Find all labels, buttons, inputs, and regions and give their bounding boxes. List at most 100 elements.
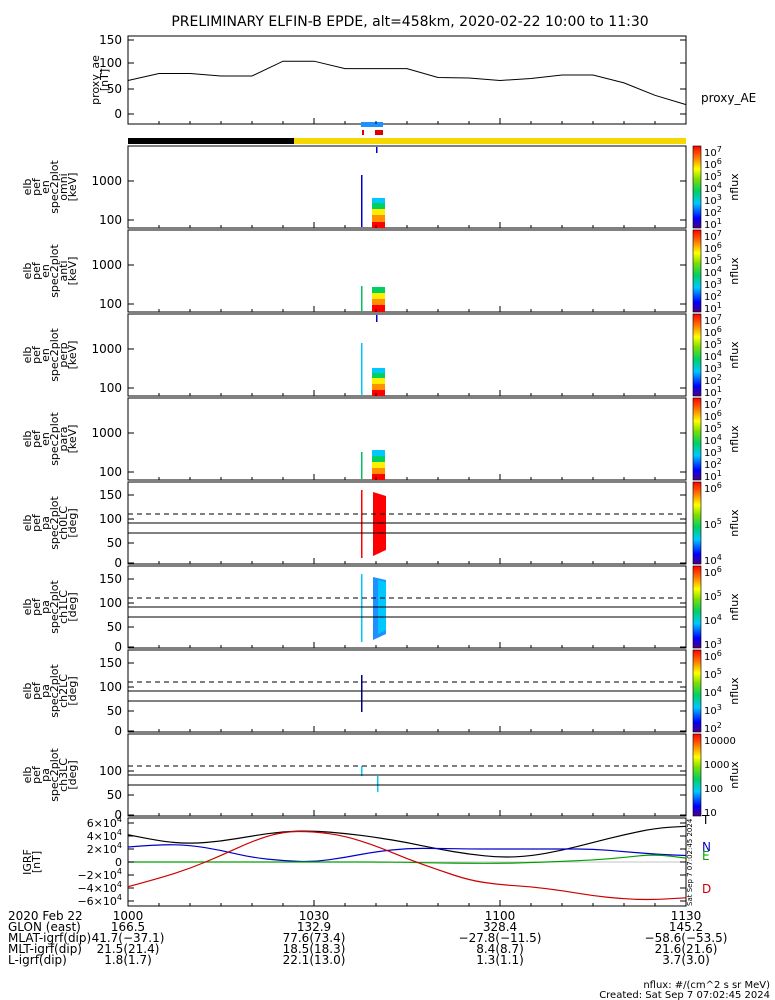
y-tick-label: 100	[99, 680, 122, 694]
colorbar-tick-label: 107	[704, 229, 722, 243]
y-tick-label: 150	[99, 656, 122, 670]
y-tick-label: 100	[99, 297, 122, 311]
y-label-line: elb	[21, 515, 34, 532]
x-tick-label: 1130	[671, 909, 702, 923]
x-row-value: 77.6(73.4)	[283, 931, 346, 945]
colorbar-tick-label: 102	[704, 457, 722, 471]
y-label-line: proxy_ae	[89, 55, 102, 105]
y-tick-label: 0	[114, 107, 122, 121]
omni-band-green	[372, 203, 385, 209]
y-tick-label: 150	[99, 488, 122, 502]
ch2lc-panel	[127, 649, 702, 733]
y-label-line: spec2plot	[48, 412, 61, 466]
anti-frame	[127, 229, 687, 313]
data-marker-red	[375, 130, 383, 135]
y-label-line: spec2plot	[48, 496, 61, 550]
anti-band-orange	[372, 299, 385, 305]
y-label-line: pa	[39, 768, 52, 782]
y-tick-label: 150	[99, 572, 122, 586]
proxy-ae-line	[127, 60, 687, 106]
colorbar-tick-label: 103	[704, 193, 722, 207]
proxy-ae-legend: proxy_AE	[701, 91, 756, 105]
ch1lc-trace-a	[361, 574, 363, 642]
colorbar-tick-label: 104	[704, 265, 722, 279]
anti-band-green	[372, 287, 385, 293]
anti-panel	[127, 229, 702, 313]
para-panel	[127, 397, 702, 481]
colorbar-label: nflux	[728, 341, 741, 369]
para-band-yellow	[372, 462, 385, 468]
colorbar-label: nflux	[728, 425, 741, 453]
x-row-value: 21.5(21.4)	[97, 942, 160, 956]
plot-title: PRELIMINARY ELFIN-B EPDE, alt=458km, 202…	[171, 14, 648, 30]
omni-colorbar	[692, 145, 702, 229]
colorbar-tick-label: 101	[704, 217, 722, 231]
y-tick-label: 100	[99, 381, 122, 395]
y-label-line: spec2plot	[48, 664, 61, 718]
x-row-value: −27.8(−11.5)	[459, 931, 542, 945]
x-tick-label: 1000	[113, 909, 144, 923]
ch0lc-colorbar	[692, 481, 702, 565]
colorbar-tick-label: 106	[704, 325, 722, 339]
colorbar-tick-label: 106	[704, 565, 722, 579]
colorbar-tick-label: 101	[704, 385, 722, 399]
para-trace-a	[361, 452, 363, 479]
y-tick-label: 0	[114, 724, 122, 738]
x-row-label: MLT-igrf(dip)	[8, 942, 82, 956]
night-segment	[128, 138, 294, 144]
ch0lc-block	[373, 492, 386, 556]
x-row-value: 166.5	[111, 920, 145, 934]
footer-created: Created: Sat Sep 7 07:02:45 2024	[599, 990, 770, 1000]
x-row-value: −58.6(−53.5)	[645, 931, 728, 945]
colorbar-tick-label: 102	[704, 721, 722, 735]
y-label-line: ch2LC	[57, 674, 70, 708]
igrf-legend-E: E	[702, 849, 710, 863]
omni-trace-a	[361, 175, 363, 227]
y-tick-label: 2×104	[87, 841, 122, 856]
para-band-cyan	[372, 450, 385, 456]
colorbar-tick-label: 102	[704, 289, 722, 303]
y-label-line: spec2plot	[48, 748, 61, 802]
footer-units: nflux: #/(cm^2 s sr MeV)	[643, 980, 770, 991]
y-tick-label: 100	[99, 512, 122, 526]
x-row-value: 8.4(8.7)	[476, 942, 524, 956]
x-row-label: GLON (east)	[8, 920, 81, 934]
y-tick-label: 6×104	[87, 815, 122, 830]
y-label-line: [deg]	[66, 508, 79, 537]
igrf-series-E	[128, 854, 687, 864]
y-label-line: elb	[21, 263, 34, 280]
y-tick-label: 50	[107, 82, 122, 96]
y-tick-label: 100	[99, 213, 122, 227]
y-label-line: pef	[30, 345, 43, 364]
perp-band-cyan	[372, 368, 385, 373]
omni-trace-b	[376, 147, 378, 153]
y-label-line: spec2plot	[48, 580, 61, 634]
omni-panel	[127, 145, 702, 229]
y-label-line: en	[39, 180, 52, 194]
y-tick-label: −4×104	[77, 880, 122, 895]
colorbar-tick-label: 105	[704, 667, 722, 681]
y-tick-label: 100	[99, 56, 122, 70]
para-band-red	[372, 474, 385, 480]
ch2lc-data	[361, 675, 363, 712]
colorbar-tick-label: 102	[704, 373, 722, 387]
x-row-value: 328.4	[483, 920, 517, 934]
x-row-value: 1.3(1.1)	[476, 953, 524, 967]
y-tick-label: 50	[107, 704, 122, 718]
x-row-value: 145.2	[669, 920, 703, 934]
igrf-panel: TNE D Sat Sep 7 07:02:45 2024	[127, 813, 711, 907]
colorbar-tick-label: 103	[704, 703, 722, 717]
y-label-line: pef	[30, 429, 43, 448]
y-label-line: spec2plot	[48, 328, 61, 382]
y-label-line: [keV]	[66, 257, 79, 286]
x-tick-label: 1030	[299, 909, 330, 923]
y-label-line: pef	[30, 177, 43, 196]
y-label-line: [keV]	[66, 425, 79, 454]
perp-band-yellow	[372, 378, 385, 384]
y-label-line: [deg]	[66, 676, 79, 705]
colorbar-tick-label: 104	[704, 685, 722, 699]
ch0lc-data	[361, 490, 386, 558]
